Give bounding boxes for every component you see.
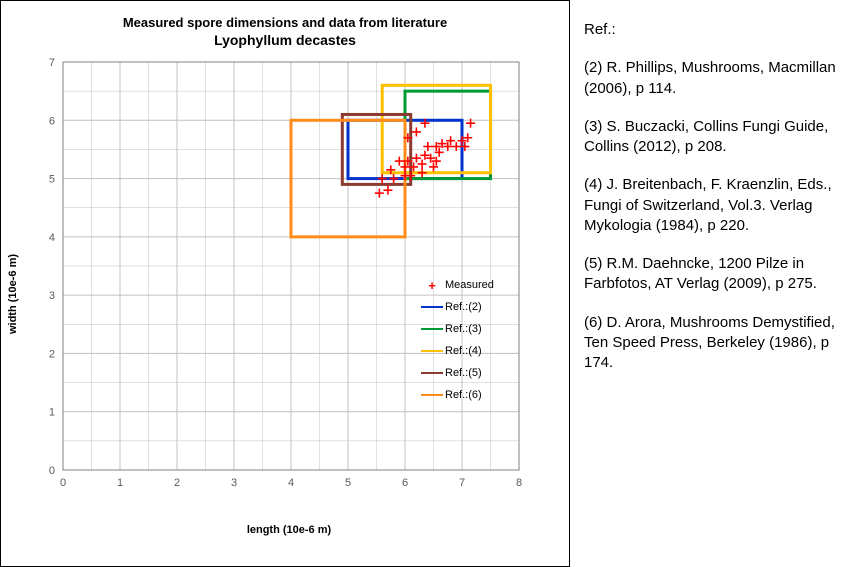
reference-entry: (3) S. Buczacki, Collins Fungi Guide, Co… [584, 117, 836, 158]
line-swatch [419, 328, 445, 330]
legend-row: Ref.:(6) [419, 384, 494, 406]
svg-text:7: 7 [459, 477, 465, 489]
references-list: (2) R. Phillips, Mushrooms, Macmillan (2… [584, 58, 836, 373]
line-swatch [419, 372, 445, 374]
legend-row: +Measured [419, 274, 494, 296]
line-swatch [419, 306, 445, 308]
svg-text:3: 3 [231, 477, 237, 489]
legend: +Measured Ref.:(2) Ref.:(3) Ref.:(4) Ref.:(5… [419, 274, 494, 406]
legend-row: Ref.:(2) [419, 296, 494, 318]
svg-text:5: 5 [49, 174, 55, 186]
reference-entry: (4) J. Breitenbach, F. Kraenzlin, Eds., … [584, 175, 836, 236]
line-swatch [419, 350, 445, 352]
plot-area: width (10e-6 m) 01234567801234567 length… [19, 54, 559, 534]
legend-label: Ref.:(4) [445, 345, 482, 357]
svg-text:4: 4 [288, 477, 294, 489]
svg-text:5: 5 [345, 477, 351, 489]
legend-label: Ref.:(3) [445, 323, 482, 335]
svg-text:4: 4 [49, 232, 55, 244]
reference-entry: (6) D. Arora, Mushrooms Demystified, Ten… [584, 313, 836, 374]
svg-text:0: 0 [49, 465, 55, 477]
svg-text:2: 2 [49, 348, 55, 360]
svg-text:7: 7 [49, 57, 55, 69]
y-axis-label: width (10e-6 m) [7, 254, 19, 334]
chart-panel: Measured spore dimensions and data from … [0, 0, 570, 567]
svg-text:3: 3 [49, 290, 55, 302]
svg-text:1: 1 [49, 407, 55, 419]
chart-title: Measured spore dimensions and data from … [7, 15, 563, 30]
legend-row: Ref.:(5) [419, 362, 494, 384]
legend-row: Ref.:(3) [419, 318, 494, 340]
references-panel: Ref.: (2) R. Phillips, Mushrooms, Macmil… [570, 0, 850, 567]
svg-text:6: 6 [49, 115, 55, 127]
legend-label: Ref.:(5) [445, 367, 482, 379]
chart-subtitle: Lyophyllum decastes [7, 32, 563, 48]
legend-label: Ref.:(6) [445, 389, 482, 401]
legend-row: Ref.:(4) [419, 340, 494, 362]
svg-text:1: 1 [117, 477, 123, 489]
reference-entry: (2) R. Phillips, Mushrooms, Macmillan (2… [584, 58, 836, 99]
svg-text:0: 0 [60, 477, 66, 489]
legend-label: Measured [445, 279, 494, 291]
plus-icon: + [419, 279, 445, 292]
x-axis-label: length (10e-6 m) [247, 524, 331, 536]
line-swatch [419, 394, 445, 396]
svg-text:6: 6 [402, 477, 408, 489]
legend-label: Ref.:(2) [445, 301, 482, 313]
references-header: Ref.: [584, 20, 836, 40]
svg-text:2: 2 [174, 477, 180, 489]
reference-entry: (5) R.M. Daehncke, 1200 Pilze in Farbfot… [584, 254, 836, 295]
svg-text:8: 8 [516, 477, 522, 489]
